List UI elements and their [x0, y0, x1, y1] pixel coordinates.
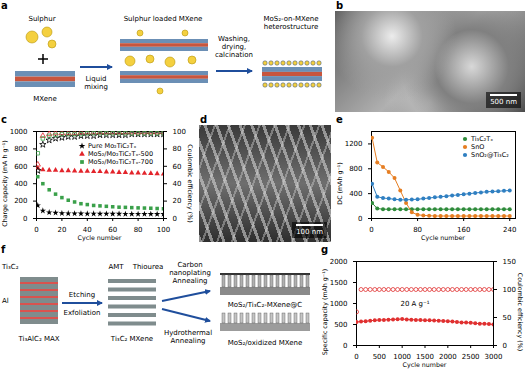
svg-text:0: 0 [354, 353, 358, 361]
svg-text:40: 40 [82, 226, 92, 235]
svg-text:40: 40 [173, 180, 182, 188]
svg-text:400: 400 [14, 180, 27, 188]
svg-text:100: 100 [173, 128, 186, 136]
svg-text:Ti₃AlC₂ MAX: Ti₃AlC₂ MAX [17, 335, 59, 343]
svg-text:160: 160 [457, 226, 471, 235]
svg-text:1500: 1500 [330, 279, 348, 287]
svg-text:240: 240 [503, 226, 516, 234]
svg-text:20: 20 [57, 226, 66, 234]
svg-text:Charge capacity (mA h g⁻¹): Charge capacity (mA h g⁻¹) [1, 140, 9, 226]
svg-text:AMT: AMT [108, 263, 124, 271]
svg-text:2500: 2500 [462, 353, 480, 361]
svg-text:MoS₂-on-MXene: MoS₂-on-MXene [263, 15, 318, 23]
svg-text:Cycle number: Cycle number [421, 234, 465, 242]
svg-text:800: 800 [14, 145, 27, 153]
html-text:f: f [1, 244, 6, 255]
svg-text:Ti₃C₂: Ti₃C₂ [1, 263, 19, 271]
svg-text:2000: 2000 [330, 258, 348, 266]
svg-text:0: 0 [173, 215, 177, 223]
svg-text:80: 80 [134, 226, 143, 234]
svg-text:1000: 1000 [10, 128, 28, 136]
svg-text:500: 500 [334, 321, 347, 329]
svg-text:Ti₃C₂Tₓ: Ti₃C₂Tₓ [470, 135, 493, 143]
svg-text:Liquid: Liquid [85, 75, 106, 83]
svg-text:MoS₂/Ti₃C₂-MXene@C: MoS₂/Ti₃C₂-MXene@C [228, 301, 303, 309]
svg-text:1000: 1000 [393, 353, 412, 362]
svg-text:2000: 2000 [438, 353, 457, 362]
svg-text:Cycle number: Cycle number [78, 234, 122, 242]
svg-text:mixing: mixing [84, 83, 108, 91]
svg-text:Specific capacity (mAh g⁻¹): Specific capacity (mAh g⁻¹) [321, 269, 329, 355]
svg-text:60: 60 [173, 163, 182, 171]
svg-text:Sulphur loaded MXene: Sulphur loaded MXene [124, 15, 203, 23]
svg-text:MXene: MXene [33, 95, 57, 103]
svg-text:Thiourea: Thiourea [132, 263, 164, 271]
svg-text:100: 100 [503, 286, 516, 294]
svg-text:SnO₂@Ti₃C₂: SnO₂@Ti₃C₂ [471, 151, 509, 159]
svg-text:Cycle number: Cycle number [403, 361, 447, 369]
svg-text:nanoplating: nanoplating [169, 269, 211, 277]
svg-text:Annealing: Annealing [170, 337, 205, 345]
svg-text:0: 0 [503, 342, 507, 350]
svg-text:200: 200 [14, 197, 27, 205]
html-text:100 nm: 100 nm [296, 228, 323, 236]
svg-text:0: 0 [343, 342, 347, 350]
svg-text:Annealing: Annealing [172, 277, 207, 285]
svg-text:MoS₂/Mo₂TiC₂Tₓ-700: MoS₂/Mo₂TiC₂Tₓ-700 [88, 158, 153, 166]
html-text:e: e [336, 114, 343, 125]
html-text:g: g [321, 244, 329, 255]
svg-text:400: 400 [349, 190, 362, 198]
svg-text:calcination: calcination [215, 51, 253, 59]
svg-text:50: 50 [503, 314, 512, 322]
svg-text:Carbon: Carbon [177, 261, 202, 269]
svg-text:20: 20 [173, 197, 182, 205]
svg-text:DC (mAh g⁻¹): DC (mAh g⁻¹) [336, 162, 344, 204]
svg-text:1200: 1200 [345, 140, 363, 148]
svg-text:1500: 1500 [416, 353, 434, 362]
svg-text:Coulombic efficiency (%): Coulombic efficiency (%) [516, 273, 524, 351]
svg-text:drying,: drying, [222, 43, 247, 51]
svg-text:Pure Mo₂TiC₂Tₓ: Pure Mo₂TiC₂Tₓ [88, 142, 136, 150]
svg-text:500: 500 [373, 353, 386, 361]
svg-text:0: 0 [34, 226, 38, 234]
svg-text:Etching: Etching [69, 291, 95, 299]
svg-text:Ti₃C₂ MXene: Ti₃C₂ MXene [110, 335, 153, 343]
svg-text:Coulombic efficiency (%): Coulombic efficiency (%) [186, 144, 194, 222]
svg-text:Sulphur: Sulphur [28, 15, 55, 23]
svg-text:1000: 1000 [330, 300, 348, 308]
svg-text:Al: Al [2, 297, 9, 305]
html-text:500 nm: 500 nm [490, 98, 517, 106]
svg-text:3000: 3000 [485, 353, 503, 361]
svg-text:60: 60 [108, 226, 118, 235]
html-text:d: d [200, 114, 208, 125]
svg-text:SnO: SnO [471, 143, 484, 151]
svg-text:MoS₂/oxidized MXene: MoS₂/oxidized MXene [228, 339, 303, 347]
svg-text:MoS₂/Mo₂TiC₂Tₓ-500: MoS₂/Mo₂TiC₂Tₓ-500 [88, 150, 153, 158]
svg-text:20 A g⁻¹: 20 A g⁻¹ [400, 300, 429, 308]
svg-text:800: 800 [349, 165, 362, 173]
svg-text:heterostructure: heterostructure [264, 23, 319, 31]
svg-text:Hydrothermal: Hydrothermal [164, 329, 212, 337]
html-text:a: a [1, 0, 8, 11]
svg-text:0: 0 [23, 215, 27, 223]
svg-text:80: 80 [173, 145, 182, 153]
html-text:c: c [1, 114, 7, 125]
svg-text:80: 80 [413, 226, 422, 235]
svg-text:Washing,: Washing, [218, 35, 250, 43]
svg-text:Exfoliation: Exfoliation [64, 309, 101, 317]
svg-text:100: 100 [157, 226, 170, 234]
svg-text:0: 0 [369, 226, 373, 234]
svg-text:150: 150 [503, 258, 516, 266]
svg-text:600: 600 [14, 163, 27, 171]
html-text:b: b [336, 0, 344, 11]
svg-text:0: 0 [358, 215, 362, 223]
